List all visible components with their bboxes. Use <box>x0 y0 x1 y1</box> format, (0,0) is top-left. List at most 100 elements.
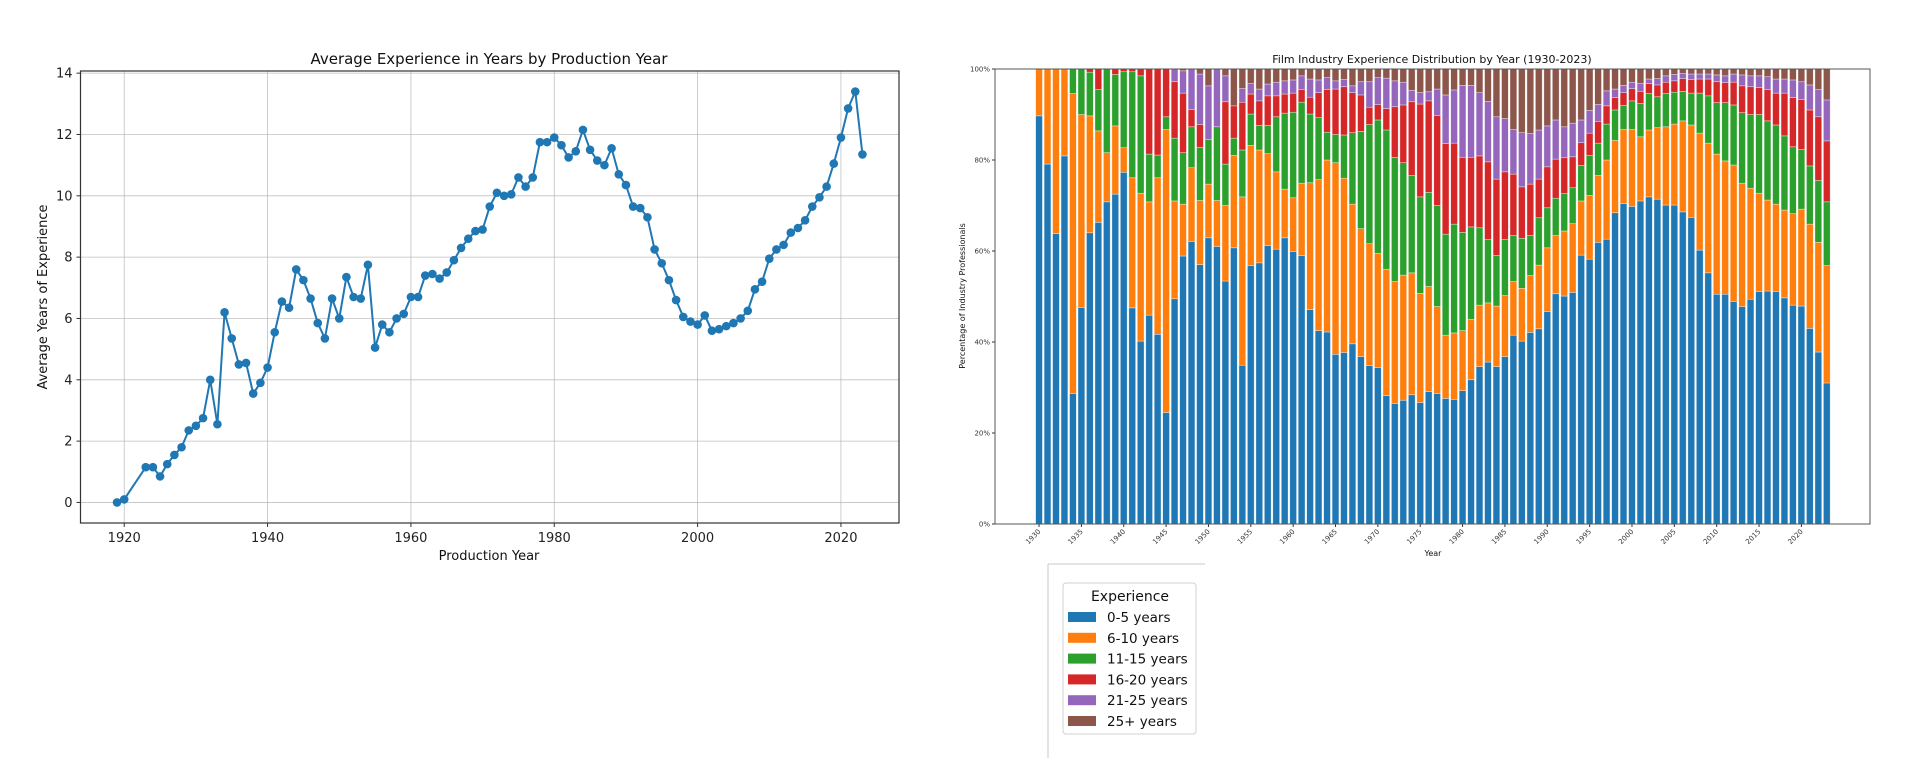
bar-6-10-years-1988 <box>1526 275 1535 333</box>
bar-0-5-years-2020 <box>1797 305 1806 525</box>
bar-0-5-years-1948 <box>1187 241 1196 525</box>
y-tick-label: 0 <box>64 496 72 511</box>
data-point <box>327 294 337 303</box>
bar-16-20-years-2005 <box>1670 80 1679 93</box>
bar-6-10-years-2001 <box>1636 136 1645 202</box>
bar-0-5-years-1931 <box>1043 163 1052 525</box>
data-point <box>370 343 380 352</box>
bar-11-15-years-1977 <box>1433 205 1441 307</box>
bar-21-25-years-1993 <box>1568 122 1577 158</box>
data-point <box>815 193 824 202</box>
bar-11-15-years-1941 <box>1128 71 1136 179</box>
bar-21-25-years-1980 <box>1458 85 1467 158</box>
bar-11-15-years-1951 <box>1213 126 1221 201</box>
y-tick-label: 4 <box>64 373 72 388</box>
bar-11-15-years-1970 <box>1374 119 1382 254</box>
average-experience-points <box>112 87 867 507</box>
data-point <box>829 159 839 168</box>
data-point <box>557 140 566 150</box>
bar-25-years-2019 <box>1789 68 1797 81</box>
bar-25-years-1961 <box>1297 68 1306 77</box>
data-point <box>528 173 538 182</box>
bar-21-25-years-2020 <box>1797 81 1806 100</box>
bar-0-5-years-2003 <box>1653 198 1662 525</box>
bar-16-20-years-1986 <box>1509 173 1518 236</box>
bar-0-5-years-1962 <box>1306 309 1314 525</box>
line-chart-xlabel: Production Year <box>439 549 540 564</box>
data-point <box>621 180 631 190</box>
bar-11-15-years-2016 <box>1763 120 1772 201</box>
bar-6-10-years-2006 <box>1679 120 1687 213</box>
legend-box <box>1062 582 1197 735</box>
bar-0-5-years-1998 <box>1611 212 1619 525</box>
legend: Experience 0-5 years 6-10 years 11-15 year… <box>1062 582 1197 735</box>
data-point <box>707 326 717 336</box>
x-tick-label: 1980 <box>538 531 571 546</box>
bar-6-10-years-2010 <box>1712 153 1721 295</box>
bar-0-5-years-2011 <box>1721 293 1729 525</box>
bar-11-15-years-1974 <box>1408 175 1416 274</box>
bar-21-25-years-1958 <box>1272 81 1280 97</box>
data-point <box>521 182 530 191</box>
bar-21-25-years-1973 <box>1399 81 1407 106</box>
data-point <box>721 321 731 331</box>
bar-11-15-years-1975 <box>1416 196 1424 294</box>
bar-16-20-years-1990 <box>1543 166 1551 209</box>
bar-16-20-years-2021 <box>1806 109 1814 167</box>
bar-21-25-years-1957 <box>1264 83 1272 97</box>
bar-16-20-years-1960 <box>1289 92 1297 113</box>
bar-0-5-years-1995 <box>1585 258 1594 525</box>
data-point <box>184 426 194 435</box>
legend-label: 21-25 years <box>1107 693 1188 709</box>
bar-21-25-years-1967 <box>1348 85 1357 93</box>
stacked-bar-chart: 1930 1935 1940 1945 1950 1955 1960 1965 1970 1975… <box>958 53 1871 758</box>
bar-6-10-years-1947 <box>1179 203 1187 257</box>
bar-6-10-years-1991 <box>1552 235 1560 295</box>
bar-0-5-years-1981 <box>1467 379 1475 525</box>
data-point <box>807 202 817 211</box>
data-point <box>836 133 846 142</box>
bar-16-20-years-1992 <box>1560 157 1568 194</box>
bar-11-15-years-2009 <box>1704 95 1712 144</box>
bar-11-15-years-1940 <box>1120 71 1128 149</box>
bar-21-25-years-1975 <box>1416 92 1424 105</box>
x-tick-label: 2005 <box>1659 528 1677 546</box>
bar-6-10-years-1983 <box>1484 302 1492 363</box>
bar-0-5-years-1964 <box>1323 331 1331 525</box>
y-tick-label: 6 <box>64 312 72 327</box>
bar-0-5-years-1965 <box>1331 353 1340 525</box>
bar-25-years-1988 <box>1526 68 1535 134</box>
bar-11-15-years-2013 <box>1738 112 1746 184</box>
y-tick-label: 14 <box>56 67 73 82</box>
bar-25-years-1955 <box>1247 68 1255 84</box>
bar-21-25-years-2002 <box>1645 78 1653 84</box>
bar-11-15-years-1958 <box>1272 116 1280 173</box>
legend-label: 16-20 years <box>1107 672 1188 688</box>
bar-0-5-years-2012 <box>1729 301 1738 525</box>
bar-6-10-years-1978 <box>1441 334 1450 399</box>
bar-0-5-years-2018 <box>1780 297 1789 525</box>
bar-25-years-1997 <box>1602 68 1611 92</box>
bar-25-years-1950 <box>1204 68 1213 87</box>
bar-6-10-years-1990 <box>1543 247 1551 312</box>
bar-6-10-years-1951 <box>1213 200 1221 247</box>
bar-0-5-years-2008 <box>1696 249 1704 525</box>
data-point <box>313 318 323 328</box>
bar-6-10-years-1949 <box>1196 200 1204 265</box>
data-point <box>170 450 179 460</box>
bar-21-25-years-1987 <box>1518 132 1526 188</box>
bar-25-years-2001 <box>1636 68 1645 84</box>
bar-16-20-years-1958 <box>1272 95 1280 118</box>
bar-0-5-years-1980 <box>1458 390 1467 525</box>
data-point <box>800 216 810 225</box>
bar-6-10-years-2002 <box>1645 129 1653 198</box>
x-tick-label: 1980 <box>1448 528 1466 546</box>
bar-21-25-years-1949 <box>1196 73 1204 125</box>
data-point <box>793 223 803 233</box>
bar-11-15-years-1987 <box>1518 237 1526 289</box>
bar-21-25-years-2014 <box>1746 75 1755 88</box>
bar-6-10-years-1977 <box>1433 306 1441 394</box>
bar-16-20-years-1948 <box>1187 109 1196 128</box>
data-point <box>342 272 351 282</box>
data-point <box>227 334 237 343</box>
